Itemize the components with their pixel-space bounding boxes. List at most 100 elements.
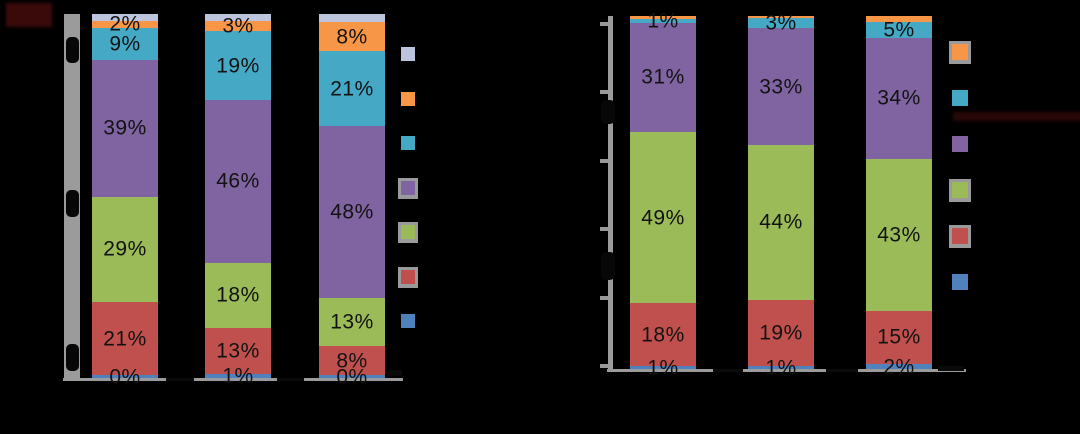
y-axis-tick [600, 90, 608, 94]
bar-segment-purple [205, 99, 271, 263]
bar-segment-purple [748, 28, 814, 145]
segment-label: 1% [222, 364, 254, 388]
bar-segment-blue [630, 366, 696, 370]
segment-label: 8% [336, 349, 368, 373]
bar-segment-lavender [92, 14, 158, 21]
segment-label: 18% [641, 323, 685, 347]
y-axis-tick [600, 22, 608, 26]
bar-segment-teal [866, 21, 932, 38]
x-label-remnant [713, 369, 743, 372]
y-axis-tick [600, 227, 608, 231]
segment-label: 33% [759, 75, 803, 99]
bar-segment-orange [630, 16, 696, 20]
segment-label: 1% [647, 356, 679, 380]
bar-segment-red [866, 311, 932, 364]
bar-segment-orange [866, 16, 932, 22]
segment-label: 21% [103, 327, 147, 351]
segment-label: 0% [109, 365, 141, 389]
segment-label: 18% [216, 283, 260, 307]
y-tick-label-remnant [66, 344, 79, 371]
x-label-remnant [388, 370, 402, 376]
y-tick-label-remnant [601, 100, 615, 124]
segment-label: 3% [765, 11, 797, 35]
bar-segment-green [866, 159, 932, 311]
y-axis-line [608, 16, 613, 372]
legend-text-remnant [953, 112, 1080, 121]
bar-segment-teal [205, 31, 271, 100]
segment-label: 44% [759, 210, 803, 234]
bar-segment-red [92, 301, 158, 376]
bar-segment-blue [748, 366, 814, 370]
legend-swatch-red [401, 269, 415, 284]
segment-label: 1% [647, 9, 679, 33]
legend-swatch-red [952, 228, 968, 244]
bar-segment-orange [319, 22, 385, 52]
bar-segment-purple [92, 60, 158, 197]
x-label-remnant [277, 378, 304, 381]
bar-segment-green [205, 262, 271, 328]
bar-segment-red [630, 303, 696, 367]
segment-label: 39% [103, 116, 147, 140]
bar-segment-green [630, 131, 696, 304]
segment-label: 19% [216, 54, 260, 77]
bar-segment-blue [205, 374, 271, 378]
bar-segment-teal [748, 17, 814, 29]
bar-segment-purple [866, 37, 932, 160]
legend-swatch-green [952, 182, 968, 198]
segment-label: 34% [877, 86, 921, 110]
legend-swatch-teal [952, 90, 968, 106]
segment-label: 13% [216, 339, 260, 363]
segment-label: 2% [109, 12, 141, 36]
segment-label: 29% [103, 237, 147, 261]
bar-segment-red [319, 346, 385, 376]
bar-segment-orange [205, 21, 271, 32]
bar-segment-blue [92, 375, 158, 378]
bar-segment-lavender [205, 14, 271, 22]
title-text-remnant [6, 3, 52, 27]
bar-segment-teal [630, 19, 696, 24]
y-tick-label-remnant [66, 37, 79, 63]
segment-label: 49% [641, 206, 685, 230]
bar-segment-lavender [319, 14, 385, 23]
bar-segment-teal [92, 27, 158, 61]
legend-swatch-orange [952, 44, 968, 60]
x-label-remnant [938, 366, 964, 371]
segment-label: 0% [336, 365, 368, 389]
segment-label: 13% [330, 310, 374, 334]
legend-swatch-blue [952, 274, 968, 290]
bar-segment-teal [319, 51, 385, 127]
x-label-remnant [166, 378, 194, 381]
legend-swatch-green [401, 225, 415, 239]
y-axis-tick [600, 159, 608, 163]
bar-segment-green [319, 298, 385, 347]
segment-label: 46% [216, 169, 260, 193]
segment-label: 5% [883, 18, 915, 42]
y-tick-label-remnant [601, 252, 615, 280]
bar-segment-purple [319, 126, 385, 299]
segment-label: 21% [330, 77, 374, 101]
legend-swatch-purple [952, 136, 968, 152]
segment-label: 2% [883, 355, 915, 379]
bar-segment-green [748, 145, 814, 300]
segment-label: 8% [336, 25, 368, 49]
x-axis-line [63, 378, 403, 381]
bar-segment-blue [319, 375, 385, 378]
bar-segment-red [205, 327, 271, 375]
legend-swatch-purple [401, 180, 415, 195]
bar-segment-blue [866, 363, 932, 370]
segment-label: 48% [330, 200, 374, 224]
x-axis-line [607, 369, 966, 372]
y-tick-label-remnant [66, 190, 79, 217]
segment-label: 9% [109, 32, 141, 56]
legend-swatch-blue [401, 314, 415, 328]
bar-segment-red [748, 299, 814, 367]
segment-label: 19% [759, 321, 803, 345]
legend-swatch-lavender [401, 47, 415, 61]
segment-label: 1% [765, 356, 797, 380]
bar-segment-green [92, 196, 158, 302]
bar-segment-purple [630, 23, 696, 132]
segment-label: 43% [877, 223, 921, 247]
y-axis-tick [600, 296, 608, 300]
legend-swatch-orange [401, 91, 415, 106]
